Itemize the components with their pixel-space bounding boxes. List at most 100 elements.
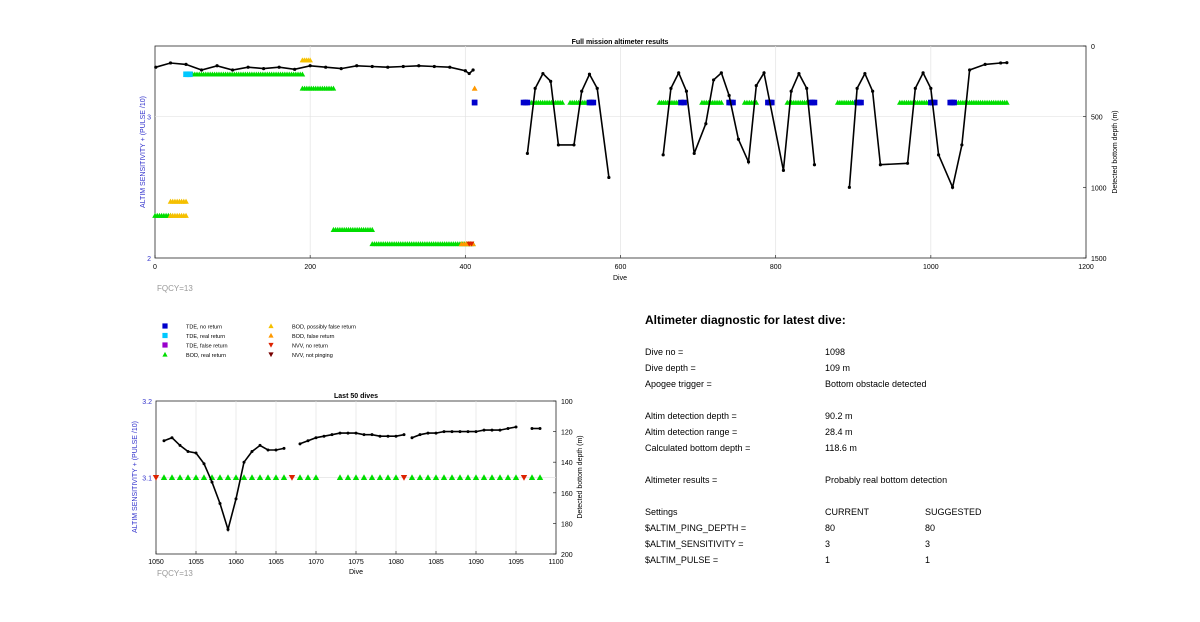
depth-point — [258, 443, 262, 447]
category-marker — [858, 99, 864, 106]
bod-real-marker — [192, 474, 200, 481]
bottom-chart-title: Last 50 dives — [334, 393, 378, 400]
settings-suggested-header: SUGGESTED — [925, 507, 982, 517]
right-tick-label: 160 — [561, 491, 573, 498]
depth-point — [250, 449, 254, 453]
nvv-no-return-marker — [288, 474, 296, 481]
depth-point — [704, 122, 708, 126]
settings-header-label: Settings — [645, 507, 678, 517]
setting-current-value: 80 — [825, 523, 836, 533]
depth-point — [781, 168, 786, 172]
depth-point — [202, 462, 206, 466]
altimeter-results-row: Altimeter results = Probably real bottom… — [645, 475, 1165, 487]
depth-point — [999, 61, 1003, 65]
category-marker — [590, 99, 597, 106]
depth-point — [370, 433, 374, 437]
depth-point — [913, 86, 917, 90]
depth-series-line — [163, 436, 285, 533]
depth-point — [514, 425, 518, 429]
depth-series-line — [848, 61, 1007, 190]
bod-real-marker — [368, 474, 376, 481]
depth-point — [929, 86, 933, 90]
bod-real-marker — [504, 474, 512, 481]
settings-header-row: Settings CURRENT SUGGESTED — [645, 507, 1165, 519]
legend-label: TDE, no return — [186, 325, 222, 331]
legend-marker — [268, 332, 274, 338]
calculated-bottom-depth-value: 118.6 m — [825, 443, 857, 453]
x-tick-label: 1070 — [308, 559, 324, 566]
depth-point — [580, 89, 584, 93]
bottom-left-axis-label: ALTIM SENSITIVITY + (PULSE /10) — [132, 421, 139, 533]
legend-marker — [268, 352, 274, 358]
top-fqcy-annotation: FQCY=13 — [157, 284, 193, 293]
depth-point — [498, 428, 502, 432]
depth-series-line — [526, 72, 610, 178]
category-marker — [730, 99, 736, 106]
right-tick-label: 1500 — [1091, 256, 1107, 263]
top-marks — [152, 57, 1010, 247]
depth-point — [712, 78, 716, 82]
left-tick-label: 3 — [147, 115, 151, 122]
bod-real-marker — [360, 474, 368, 481]
depth-point — [482, 428, 486, 432]
left-tick-label: 2 — [147, 256, 151, 263]
category-marker — [951, 99, 957, 106]
bod-real-marker — [248, 474, 256, 481]
altim-detection-depth-row: Altim detection depth = 90.2 m — [645, 411, 1165, 423]
depth-point — [314, 436, 318, 440]
bod-real-marker — [384, 474, 392, 481]
setting-label: $ALTIM_PULSE = — [645, 555, 719, 565]
depth-point — [762, 71, 766, 75]
nvv-no-return-marker — [520, 474, 528, 481]
depth-point — [410, 436, 414, 440]
depth-point — [727, 93, 731, 98]
bod-real-marker — [240, 474, 248, 481]
depth-point — [538, 427, 542, 431]
depth-point — [266, 448, 270, 452]
depth-point — [417, 64, 421, 68]
category-marker — [524, 99, 531, 106]
setting-current-value: 3 — [825, 539, 831, 549]
legend-marker — [162, 323, 168, 329]
bod-real-marker — [432, 474, 440, 481]
depth-point — [242, 460, 246, 464]
depth-point — [746, 160, 751, 164]
x-tick-label: 1090 — [468, 559, 484, 566]
depth-point — [541, 71, 545, 76]
right-tick-label: 100 — [561, 399, 573, 406]
depth-point — [736, 137, 741, 141]
depth-point — [432, 64, 436, 69]
depth-point — [863, 71, 867, 76]
apogee-trigger-label: Apogee trigger = — [645, 379, 712, 389]
bottom-right-axis-label: Detected bottom depth (m) — [577, 435, 584, 518]
x-tick-label: 1050 — [148, 559, 164, 566]
depth-point — [950, 185, 955, 189]
altim-detection-range-label: Altim detection range = — [645, 427, 738, 437]
category-marker — [183, 198, 189, 204]
x-tick-label: 1095 — [508, 559, 524, 566]
category-marker — [768, 99, 775, 106]
depth-point — [170, 436, 174, 440]
depth-point — [199, 68, 204, 72]
x-tick-label: 1100 — [548, 559, 563, 566]
right-tick-label: 200 — [561, 552, 573, 559]
depth-point — [226, 528, 230, 532]
bod-real-marker — [224, 474, 232, 481]
left-tick-label: 3.2 — [142, 399, 152, 406]
category-marker — [931, 99, 938, 106]
bod-real-marker — [256, 474, 264, 481]
depth-point — [983, 62, 987, 66]
nvv-no-return-marker — [400, 474, 408, 481]
depth-point — [467, 71, 471, 76]
depth-point — [490, 428, 494, 432]
category-marker — [471, 99, 478, 106]
apogee-trigger-row: Apogee trigger = Bottom obstacle detecte… — [645, 379, 1165, 391]
left-tick-label: 3.1 — [142, 476, 152, 483]
depth-point — [525, 151, 530, 156]
x-tick-label: 800 — [770, 264, 782, 271]
depth-point — [178, 443, 182, 447]
category-marker — [678, 99, 684, 106]
setting-suggested-value: 80 — [925, 523, 936, 533]
bod-real-marker — [448, 474, 456, 481]
